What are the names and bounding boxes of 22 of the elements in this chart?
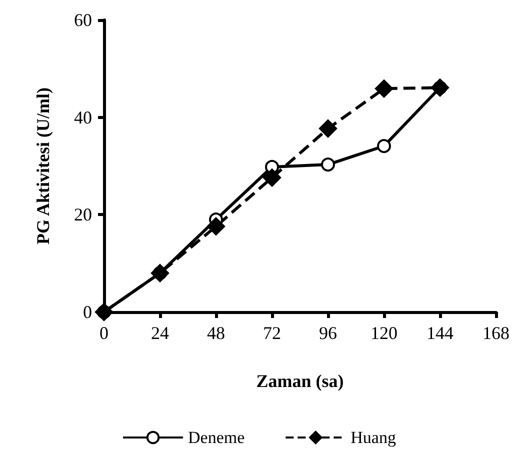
x-tick-label: 168 [482,323,510,343]
point [319,120,337,138]
y-tick-label: 40 [74,107,92,128]
y-tick-label: 20 [74,204,92,225]
legend-label: Deneme [188,428,245,447]
x-tick-label: 0 [100,323,108,343]
legend-label: Huang [350,428,396,447]
x-tick-label: 144 [426,323,454,343]
x-tick-label: 120 [370,323,398,343]
point [375,80,393,98]
y-tick-label: 0 [83,302,92,322]
x-axis-title: Zaman (sa) [256,371,344,391]
x-tick-label: 48 [207,323,225,343]
point [207,217,225,236]
point [321,158,335,172]
x-tick-label: 96 [319,323,337,343]
y-axis-title: PG Aktivitesi (U/ml) [33,88,53,244]
point [263,168,281,187]
x-tick-label: 72 [263,323,281,343]
point [377,139,391,154]
y-tick-label: 60 [74,10,92,30]
x-tick-label: 24 [151,323,169,343]
